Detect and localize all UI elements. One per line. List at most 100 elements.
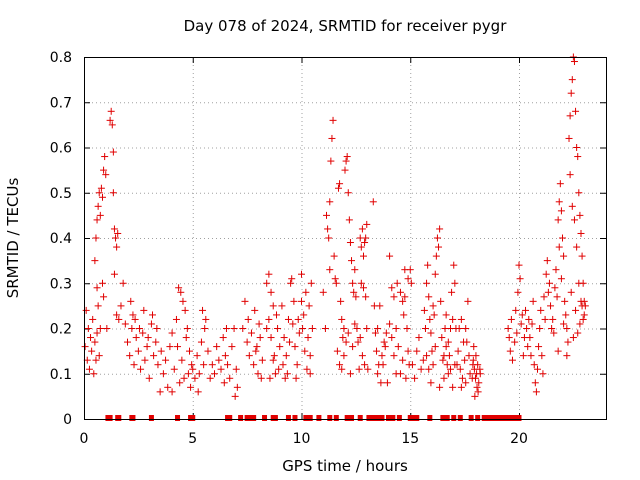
data-point — [112, 234, 120, 242]
data-point — [150, 352, 158, 360]
data-point — [530, 361, 538, 369]
data-point — [474, 388, 482, 396]
data-point — [394, 343, 402, 351]
data-point — [299, 325, 307, 332]
data-point — [132, 334, 140, 342]
data-point — [388, 284, 396, 292]
data-point — [344, 329, 352, 337]
data-point — [131, 315, 139, 323]
data-point — [226, 374, 234, 382]
data-point — [206, 374, 214, 382]
data-point — [117, 302, 125, 310]
data-point — [95, 189, 103, 197]
data-point — [139, 329, 147, 337]
data-point — [176, 379, 184, 387]
zero-point-marker — [494, 415, 500, 421]
data-point — [233, 383, 241, 391]
data-point — [82, 306, 90, 314]
data-point — [469, 361, 477, 369]
data-point — [326, 198, 334, 206]
data-point — [113, 311, 121, 319]
data-point — [362, 293, 370, 301]
data-point — [559, 234, 566, 242]
data-point — [243, 338, 251, 346]
data-point — [143, 343, 151, 351]
data-point — [382, 329, 390, 337]
data-point — [195, 370, 203, 378]
data-point — [433, 234, 441, 242]
data-point — [256, 334, 264, 342]
data-point — [529, 297, 537, 305]
zero-point-marker — [512, 415, 518, 421]
data-point — [141, 356, 149, 364]
zero-point-marker — [303, 415, 309, 421]
data-point — [281, 374, 289, 382]
data-point — [340, 352, 348, 360]
data-point — [462, 379, 470, 387]
data-point — [266, 374, 274, 382]
data-point — [515, 261, 523, 269]
data-point — [286, 338, 294, 346]
data-point — [197, 338, 205, 346]
data-point — [505, 334, 513, 342]
data-point — [107, 107, 115, 115]
data-point — [523, 325, 531, 332]
data-point — [457, 315, 465, 323]
data-point — [446, 365, 454, 373]
zero-point-marker — [390, 415, 396, 421]
zero-point-marker — [190, 415, 196, 421]
data-point — [363, 220, 371, 228]
data-point — [119, 279, 127, 287]
zero-point-marker — [316, 415, 322, 421]
data-point — [272, 311, 280, 319]
data-point — [508, 356, 516, 364]
data-point — [221, 352, 229, 360]
data-point — [392, 370, 400, 378]
data-point — [361, 239, 369, 247]
data-point — [166, 343, 174, 351]
data-point — [524, 343, 532, 351]
data-point — [97, 184, 105, 192]
zero-point-marker — [468, 415, 474, 421]
data-point — [406, 266, 414, 274]
data-point — [153, 325, 161, 332]
data-point — [244, 315, 252, 323]
data-point — [388, 334, 396, 342]
data-point — [284, 315, 292, 323]
zero-point-marker — [407, 415, 413, 421]
data-point — [522, 306, 530, 314]
data-point — [415, 334, 423, 342]
data-point — [300, 311, 308, 319]
data-point — [121, 320, 129, 328]
data-point — [475, 379, 483, 387]
data-point — [174, 343, 182, 351]
data-point — [351, 266, 359, 274]
zero-point-marker — [386, 415, 391, 421]
data-point — [91, 257, 99, 265]
zero-point-marker — [307, 415, 313, 421]
data-point — [194, 388, 202, 396]
data-point — [222, 325, 230, 332]
data-point — [175, 284, 183, 292]
zero-point-marker — [414, 415, 420, 421]
data-point — [350, 288, 358, 296]
zero-point-marker — [444, 415, 450, 421]
data-point — [464, 297, 472, 305]
data-point — [219, 334, 227, 342]
zero-point-marker — [272, 415, 278, 421]
data-point — [321, 325, 329, 332]
data-point — [154, 361, 162, 369]
data-point — [89, 315, 97, 323]
data-point — [421, 325, 429, 332]
data-point — [525, 315, 533, 323]
data-point — [162, 356, 170, 364]
x-axis-label: GPS time / hours — [282, 457, 408, 475]
data-point — [282, 352, 290, 360]
data-point — [427, 379, 435, 387]
zero-point-marker — [427, 415, 433, 421]
y-tick-label: 0 — [63, 412, 72, 428]
zero-point-marker — [344, 415, 350, 421]
data-point — [339, 334, 347, 342]
data-point — [140, 306, 148, 314]
data-point — [436, 225, 444, 233]
